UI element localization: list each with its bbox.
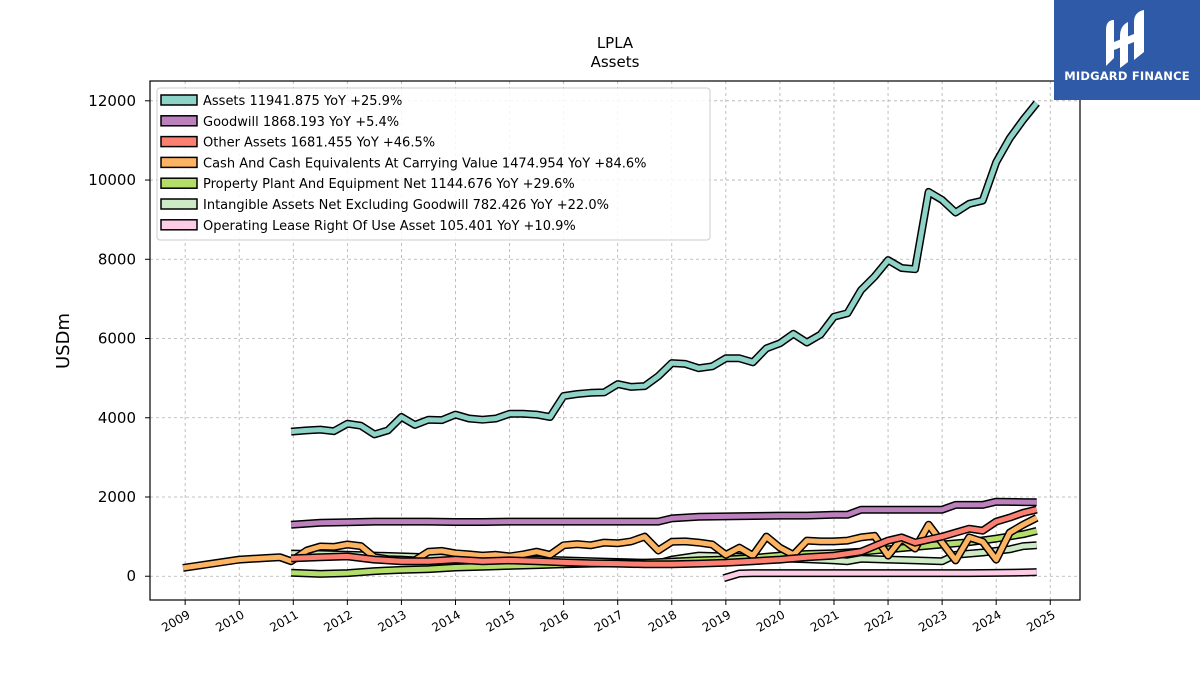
legend-entry: Operating Lease Right Of Use Asset 105.4… (203, 219, 576, 234)
axis-ticks: 2009 2010 2011 2012 2013 2014 2015 2016 2017 2018… (88, 92, 1057, 635)
x-tick-label: 2016 (538, 607, 571, 634)
brand-name: MIDGARD FINANCE (1064, 69, 1190, 83)
y-tick-label: 6000 (98, 330, 136, 348)
series-line (290, 499, 1037, 528)
series-operating-lease-right-of-use-asset (722, 568, 1037, 583)
legend-entry: Property Plant And Equipment Net 1144.67… (203, 177, 575, 192)
x-tick-label: 2022 (862, 607, 895, 634)
x-tick-label: 2021 (808, 607, 841, 634)
series-goodwill (290, 497, 1037, 529)
x-tick-label: 2020 (754, 607, 787, 634)
x-tick-label: 2023 (916, 607, 949, 634)
chart-subtitle: Assets (591, 53, 640, 71)
legend-entry: Other Assets 1681.455 YoY +46.5% (203, 136, 435, 151)
x-tick-label: 2018 (646, 607, 679, 634)
x-tick-label: 2024 (970, 607, 1003, 634)
series-other-assets (290, 505, 1038, 569)
legend: Assets 11941.875 YoY +25.9% Goodwill 1868… (156, 87, 711, 241)
chart-title: LPLA (597, 34, 634, 52)
y-tick-label: 10000 (88, 171, 136, 189)
y-axis-label: USDm (53, 313, 74, 369)
legend-swatch (160, 156, 198, 169)
legend-swatch (160, 135, 198, 148)
x-tick-label: 2012 (321, 607, 354, 634)
legend-entry: Intangible Assets Net Excluding Goodwill… (203, 198, 609, 213)
x-tick-label: 2013 (375, 607, 408, 634)
x-tick-label: 2015 (484, 607, 517, 634)
plot-frame (149, 80, 1081, 601)
series-layer (182, 100, 1040, 583)
x-tick-label: 2017 (592, 607, 625, 634)
legend-swatch (160, 219, 198, 231)
legend-entry: Goodwill 1868.193 YoY +5.4% (203, 115, 399, 130)
legend-swatch (160, 198, 198, 210)
legend-swatch (160, 177, 198, 189)
y-tick-label: 8000 (98, 250, 136, 268)
series-assets (290, 100, 1040, 439)
series-line (722, 569, 1037, 581)
series-line (290, 101, 1039, 437)
y-tick-label: 4000 (98, 409, 136, 427)
legend-swatch (160, 115, 198, 127)
legend-swatch (160, 94, 198, 106)
x-tick-label: 2019 (700, 607, 733, 634)
x-tick-label: 2025 (1024, 607, 1057, 634)
x-tick-label: 2014 (430, 607, 463, 634)
legend-entry: Assets 11941.875 YoY +25.9% (203, 94, 402, 109)
x-tick-label: 2010 (213, 607, 246, 634)
legend-box (156, 87, 711, 241)
brand-mark-icon (1106, 10, 1144, 68)
brand-logo: MIDGARD FINANCE (1054, 0, 1200, 100)
legend-entry: Cash And Cash Equivalents At Carrying Va… (203, 156, 646, 171)
y-tick-label: 12000 (88, 92, 136, 110)
y-tick-label: 2000 (98, 488, 136, 506)
x-tick-label: 2009 (159, 607, 192, 634)
y-tick-label: 0 (126, 567, 136, 585)
series-line (290, 507, 1038, 567)
x-tick-label: 2011 (267, 607, 300, 634)
